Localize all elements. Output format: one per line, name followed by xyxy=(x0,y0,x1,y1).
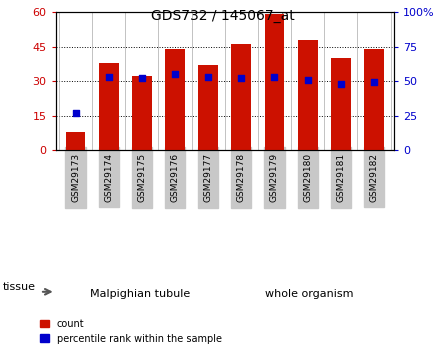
Text: GDS732 / 145067_at: GDS732 / 145067_at xyxy=(150,9,295,23)
Bar xyxy=(198,65,218,150)
Point xyxy=(370,80,377,85)
Bar xyxy=(165,49,185,150)
Point xyxy=(138,76,146,81)
Legend: count, percentile rank within the sample: count, percentile rank within the sample xyxy=(40,319,222,344)
Bar xyxy=(65,132,85,150)
Point xyxy=(238,76,245,81)
Bar xyxy=(264,14,284,150)
Bar xyxy=(364,49,384,150)
Point xyxy=(72,110,79,116)
Point xyxy=(171,71,178,77)
Bar xyxy=(331,58,351,150)
Point xyxy=(205,74,212,80)
Bar xyxy=(298,40,318,150)
Text: whole organism: whole organism xyxy=(265,289,353,299)
Point xyxy=(105,74,112,80)
Text: tissue: tissue xyxy=(3,282,36,292)
Bar xyxy=(132,77,152,150)
Bar xyxy=(231,44,251,150)
Point xyxy=(271,74,278,80)
Point xyxy=(304,77,311,82)
Text: Malpighian tubule: Malpighian tubule xyxy=(90,289,190,299)
Point xyxy=(337,81,344,87)
Bar xyxy=(99,63,119,150)
